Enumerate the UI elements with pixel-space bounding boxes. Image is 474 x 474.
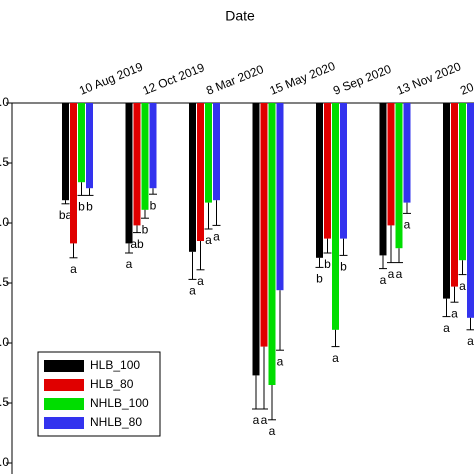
bar (260, 103, 268, 347)
data-label: a (205, 233, 212, 247)
data-label: a (197, 274, 204, 288)
data-label: a (396, 267, 403, 281)
bar (395, 103, 403, 249)
legend-label: NHLB_80 (90, 415, 142, 429)
x-tick-label: 10 Aug 2019 (77, 59, 145, 97)
y-tick-label: -2.5 (0, 395, 9, 409)
y-tick-label: 0.0 (0, 95, 9, 109)
data-label: b (78, 200, 85, 214)
bar (379, 103, 387, 256)
bar (86, 103, 93, 189)
bar (149, 103, 157, 189)
bar (268, 103, 276, 385)
bar (467, 103, 474, 318)
data-label: a (253, 413, 260, 427)
data-label: b (340, 260, 347, 274)
bar (387, 103, 395, 226)
data-label: a (451, 306, 458, 320)
data-label: a (443, 321, 450, 335)
legend-label: HLB_80 (90, 377, 134, 391)
data-label: a (459, 279, 466, 293)
legend-swatch (44, 398, 84, 410)
x-tick-label: 13 Nov 2020 (395, 59, 464, 98)
data-label: a (213, 230, 220, 244)
bar (197, 103, 204, 241)
y-tick-label: -2.0 (0, 335, 9, 349)
legend-swatch (44, 379, 84, 391)
chart-title: Date (225, 8, 255, 24)
data-label: ba (59, 208, 73, 222)
bar (213, 103, 220, 201)
x-tick-label: 9 Sep 2020 (331, 62, 393, 98)
data-label: a (261, 413, 268, 427)
data-label: a (467, 334, 474, 348)
y-tick-label: -1.0 (0, 215, 9, 229)
x-tick-label: 20 (458, 80, 474, 98)
data-label: ab (130, 237, 144, 251)
data-label: b (324, 257, 331, 271)
legend-label: HLB_100 (90, 358, 140, 372)
data-label: a (332, 351, 339, 365)
bar (133, 103, 141, 226)
bar (78, 103, 85, 183)
legend-swatch (44, 417, 84, 429)
data-label: a (277, 354, 284, 368)
data-label: b (316, 272, 323, 286)
bar (403, 103, 411, 203)
y-tick-label: -1.5 (0, 275, 9, 289)
data-label: b (86, 200, 93, 214)
data-label: a (269, 424, 276, 438)
data-label: a (70, 262, 77, 276)
bar (276, 103, 284, 291)
bar (332, 103, 339, 330)
y-tick-label: -0.5 (0, 155, 9, 169)
bar (459, 103, 466, 261)
bar (62, 103, 69, 201)
bar (189, 103, 196, 252)
data-label: a (189, 284, 196, 298)
bar (324, 103, 331, 239)
bar (451, 103, 458, 287)
legend-label: NHLB_100 (90, 396, 149, 410)
bar (443, 103, 450, 299)
bar (125, 103, 133, 244)
bar (70, 103, 77, 244)
bar (252, 103, 260, 376)
data-label: a (380, 273, 387, 287)
bar (316, 103, 323, 258)
data-label: a (404, 218, 411, 232)
legend: HLB_100 HLB_80 NHLB_100 NHLB_80 (37, 351, 161, 437)
data-label: a (388, 267, 395, 281)
x-tick-label: 12 Oct 2019 (141, 60, 207, 98)
data-label: b (150, 198, 157, 212)
legend-swatch (44, 360, 84, 372)
data-label: b (142, 222, 149, 236)
bar (340, 103, 347, 239)
x-tick-label: 15 May 2020 (268, 59, 338, 98)
bar (141, 103, 149, 210)
bar (205, 103, 212, 203)
x-tick-label: 8 Mar 2020 (204, 62, 266, 98)
y-tick-label: -3.0 (0, 455, 9, 469)
data-label: a (126, 257, 133, 271)
